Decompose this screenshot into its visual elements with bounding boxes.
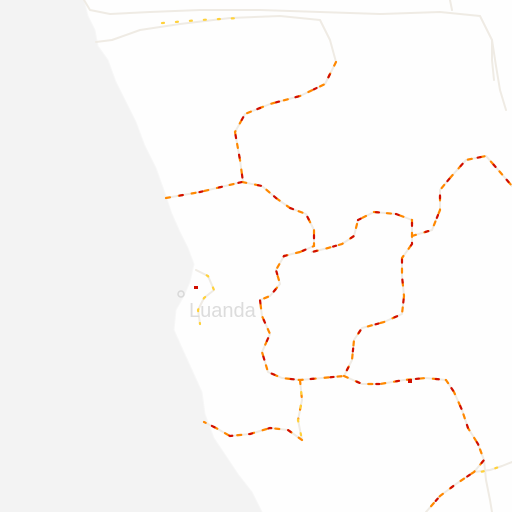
ocean — [0, 0, 262, 512]
coastline — [83, 0, 263, 512]
admin-borders-highlight — [148, 16, 512, 512]
border-markers — [194, 286, 412, 383]
city-marker-icon[interactable] — [177, 290, 185, 298]
